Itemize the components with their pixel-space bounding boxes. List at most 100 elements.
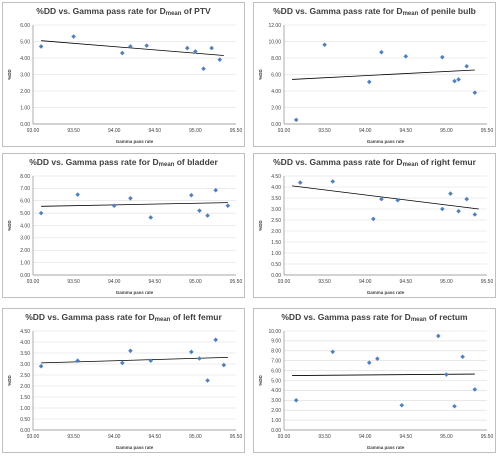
data-point <box>221 362 227 368</box>
y-tick-label: 1.00 <box>271 418 281 424</box>
y-tick-label: 9.00 <box>271 339 281 345</box>
x-tick-label: 95.00 <box>440 434 453 440</box>
x-tick-label: 95.50 <box>481 128 494 134</box>
chart-title: %DD vs. Gamma pass rate for Dmean of lef… <box>25 312 222 323</box>
data-point <box>440 54 445 60</box>
y-tick-label: 0.50 <box>271 262 281 268</box>
data-point <box>472 90 478 95</box>
trendline <box>41 40 224 56</box>
data-point <box>75 192 80 197</box>
x-tick-label: 95.50 <box>230 434 243 440</box>
x-tick-label: 93.00 <box>278 434 291 440</box>
data-point <box>38 44 44 49</box>
data-point <box>201 66 206 72</box>
data-point <box>184 45 190 51</box>
y-tick-label: 6.00 <box>20 199 30 205</box>
data-point <box>460 354 465 360</box>
y-tick-label: 1.00 <box>20 105 30 111</box>
data-point <box>217 57 223 62</box>
x-tick-label: 94.00 <box>359 434 372 440</box>
data-point <box>144 43 149 48</box>
x-tick-label: 94.00 <box>359 279 372 285</box>
x-tick-label: 93.50 <box>318 434 331 440</box>
y-tick-label: 2.00 <box>271 105 281 111</box>
chart-svg: 0.00 1.00 2.00 3.00 4.00 5.00 6.00 93.00 93.50 94… <box>7 23 243 144</box>
y-tick-label: 3.00 <box>20 72 30 78</box>
y-tick-label: 0.00 <box>271 428 281 434</box>
x-tick-label: 94.50 <box>149 279 162 285</box>
x-axis-title: Gamma pass rate <box>367 445 405 450</box>
chart-svg: 0.00 1.00 2.00 3.00 4.00 5.00 6.00 7.00 8.00 9.00… <box>258 329 493 450</box>
x-tick-label: 93.50 <box>67 279 80 285</box>
x-tick-label: 94.50 <box>149 434 162 440</box>
data-point <box>456 77 461 82</box>
data-point <box>452 78 457 84</box>
y-tick-label: 2.00 <box>271 408 281 414</box>
trendline <box>41 357 228 364</box>
x-tick-label: 95.00 <box>440 128 453 134</box>
data-point <box>209 45 214 51</box>
y-tick-label: 6.00 <box>271 72 281 78</box>
x-tick-label: 95.00 <box>189 434 202 440</box>
x-tick-label: 94.00 <box>359 128 372 134</box>
data-point <box>379 196 384 202</box>
x-tick-label: 94.50 <box>400 279 413 285</box>
chart-title: %DD vs. Gamma pass rate for Dmean of pen… <box>273 6 476 17</box>
y-tick-label: 3.50 <box>20 351 30 357</box>
data-point <box>297 180 303 185</box>
x-axis-title: Gamma pass rate <box>116 445 154 450</box>
y-tick-label: 7.00 <box>271 359 281 365</box>
y-tick-label: 4.00 <box>20 223 30 229</box>
chart-panel-right-femur: %DD vs. Gamma pass rate for Dmean of rig… <box>253 153 496 298</box>
data-point <box>448 191 453 196</box>
x-tick-label: 93.50 <box>67 128 80 134</box>
data-point <box>293 117 299 123</box>
x-tick-label: 95.00 <box>440 279 453 285</box>
chart-title: %DD vs. Gamma pass rate for Dmean of bla… <box>29 157 218 168</box>
data-point <box>189 192 194 198</box>
data-point <box>75 358 80 363</box>
y-tick-label: 3.00 <box>20 362 30 368</box>
data-point <box>213 337 218 343</box>
y-tick-label: 4.50 <box>271 174 281 180</box>
y-tick-label: 0.00 <box>20 428 30 434</box>
y-axis-title: %DD <box>7 375 12 386</box>
data-point <box>38 363 44 369</box>
data-point <box>464 63 469 69</box>
data-point <box>293 398 299 403</box>
y-tick-label: 3.00 <box>20 236 30 242</box>
data-point <box>128 195 133 201</box>
y-tick-label: 0.00 <box>271 122 281 128</box>
y-tick-label: 0.00 <box>20 273 30 279</box>
y-tick-label: 8.00 <box>271 349 281 355</box>
data-point <box>379 49 384 55</box>
data-point <box>205 213 210 218</box>
x-tick-label: 94.50 <box>400 128 413 134</box>
x-tick-label: 95.00 <box>189 279 202 285</box>
trendline <box>292 185 479 210</box>
x-tick-label: 93.00 <box>278 128 291 134</box>
y-tick-label: 2.50 <box>271 218 281 224</box>
y-tick-label: 3.00 <box>271 207 281 213</box>
data-point <box>452 403 457 409</box>
data-point <box>197 208 202 213</box>
data-point <box>148 358 154 363</box>
data-point <box>366 360 372 365</box>
y-tick-label: 4.00 <box>271 89 281 95</box>
data-point <box>120 50 125 56</box>
data-point <box>456 208 461 214</box>
y-tick-label: 7.00 <box>20 186 30 192</box>
chart-panel-penile-bulb: %DD vs. Gamma pass rate for Dmean of pen… <box>253 2 496 147</box>
data-point <box>71 34 76 39</box>
chart-svg: 0.00 2.00 4.00 6.00 8.00 10.00 12.00 93.00 93.50… <box>258 23 494 144</box>
y-tick-label: 6.00 <box>271 368 281 374</box>
data-point <box>371 216 376 222</box>
data-point <box>197 356 202 361</box>
x-tick-label: 93.50 <box>318 128 331 134</box>
y-axis-title: %DD <box>258 375 263 386</box>
x-tick-label: 95.00 <box>189 128 202 134</box>
data-point <box>205 378 210 383</box>
x-tick-label: 93.00 <box>27 279 40 285</box>
x-tick-label: 95.50 <box>230 128 243 134</box>
y-tick-label: 2.00 <box>20 384 30 390</box>
